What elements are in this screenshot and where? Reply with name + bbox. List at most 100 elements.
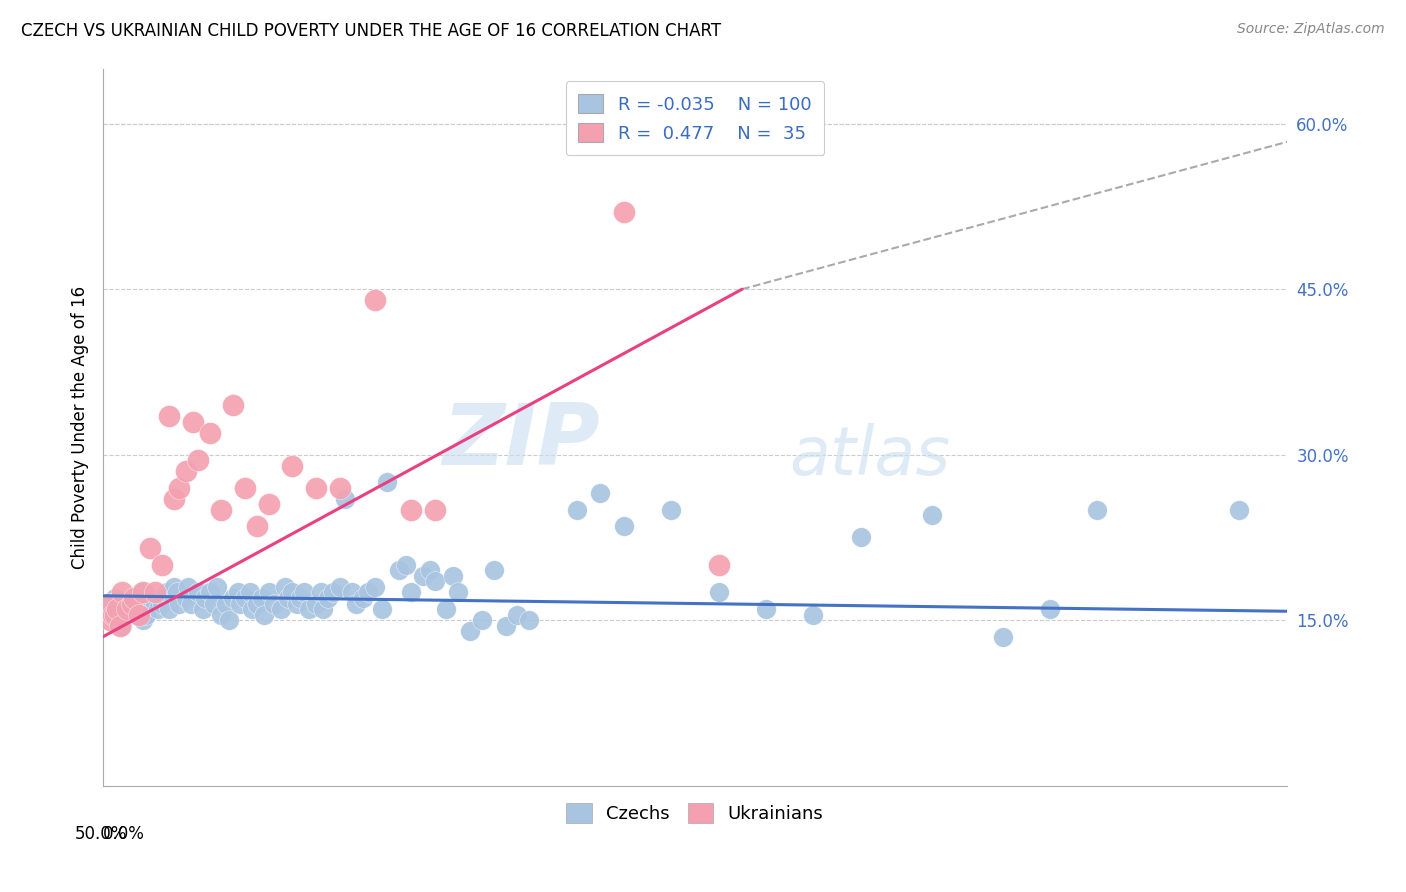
Point	[105, 602, 128, 616]
Point	[132, 613, 155, 627]
Point	[191, 602, 214, 616]
Legend: Czechs, Ukrainians: Czechs, Ukrainians	[560, 796, 831, 830]
Point	[309, 585, 332, 599]
Point	[322, 585, 344, 599]
Point	[353, 591, 375, 605]
Point	[1085, 502, 1108, 516]
Point	[364, 580, 387, 594]
Point	[121, 591, 143, 605]
Point	[174, 591, 197, 605]
Point	[180, 597, 202, 611]
Point	[143, 585, 166, 599]
Point	[443, 569, 465, 583]
Text: Source: ZipAtlas.com: Source: ZipAtlas.com	[1237, 22, 1385, 37]
Point	[281, 458, 304, 473]
Point	[292, 585, 315, 599]
Point	[298, 602, 321, 616]
Point	[613, 519, 636, 533]
Point	[364, 293, 387, 308]
Point	[174, 464, 197, 478]
Point	[281, 585, 304, 599]
Point	[194, 591, 217, 605]
Point	[198, 425, 221, 440]
Point	[115, 602, 138, 616]
Point	[333, 491, 356, 506]
Point	[146, 602, 169, 616]
Point	[97, 597, 120, 611]
Point	[222, 398, 245, 412]
Point	[246, 597, 269, 611]
Point	[132, 585, 155, 599]
Point	[613, 205, 636, 219]
Point	[257, 497, 280, 511]
Point	[98, 613, 121, 627]
Point	[482, 564, 505, 578]
Point	[399, 502, 422, 516]
Point	[218, 613, 240, 627]
Point	[240, 602, 263, 616]
Point	[166, 585, 188, 599]
Point	[211, 502, 233, 516]
Point	[125, 607, 148, 622]
Point	[135, 607, 157, 622]
Point	[121, 597, 143, 611]
Point	[143, 597, 166, 611]
Point	[167, 481, 190, 495]
Point	[239, 585, 262, 599]
Point	[163, 580, 186, 594]
Point	[108, 618, 131, 632]
Point	[105, 613, 128, 627]
Point	[129, 585, 152, 599]
Text: 50.0%: 50.0%	[75, 825, 127, 843]
Point	[115, 607, 138, 622]
Point	[270, 602, 292, 616]
Point	[246, 519, 269, 533]
Point	[150, 558, 173, 572]
Point	[153, 591, 176, 605]
Point	[371, 602, 394, 616]
Point	[257, 585, 280, 599]
Point	[755, 602, 778, 616]
Point	[181, 415, 204, 429]
Point	[122, 591, 145, 605]
Point	[97, 597, 120, 611]
Point	[108, 607, 131, 622]
Point	[98, 607, 121, 622]
Point	[222, 591, 245, 605]
Point	[114, 602, 136, 616]
Point	[177, 580, 200, 594]
Text: 0.0%: 0.0%	[103, 825, 145, 843]
Point	[1227, 502, 1250, 516]
Point	[285, 597, 308, 611]
Point	[250, 591, 273, 605]
Point	[139, 541, 162, 556]
Point	[589, 486, 612, 500]
Point	[136, 597, 159, 611]
Point	[659, 502, 682, 516]
Point	[128, 607, 150, 622]
Point	[101, 602, 124, 616]
Point	[329, 481, 352, 495]
Point	[312, 602, 335, 616]
Point	[263, 597, 285, 611]
Point	[156, 585, 179, 599]
Point	[388, 564, 411, 578]
Point	[707, 585, 730, 599]
Point	[921, 508, 943, 523]
Text: atlas: atlas	[790, 423, 950, 489]
Point	[226, 585, 249, 599]
Point	[434, 602, 457, 616]
Point	[412, 569, 434, 583]
Point	[305, 597, 328, 611]
Point	[163, 491, 186, 506]
Text: ZIP: ZIP	[443, 400, 600, 483]
Point	[419, 564, 441, 578]
Point	[565, 502, 588, 516]
Point	[801, 607, 824, 622]
Point	[198, 585, 221, 599]
Point	[447, 585, 470, 599]
Point	[211, 607, 233, 622]
Point	[101, 607, 124, 622]
Point	[167, 597, 190, 611]
Point	[233, 481, 256, 495]
